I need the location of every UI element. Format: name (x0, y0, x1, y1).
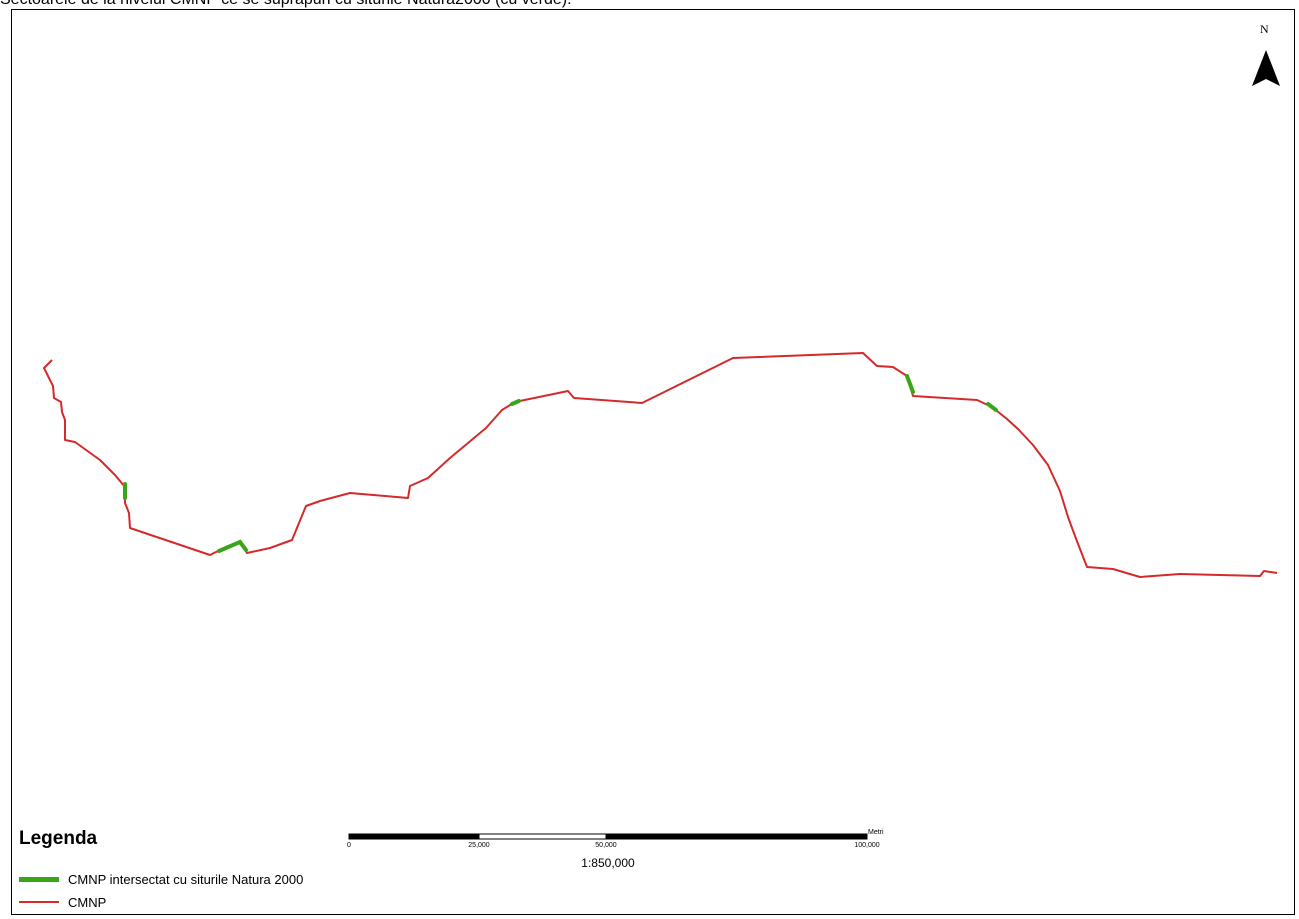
legend-item-cmnp: CMNP (19, 893, 106, 911)
natura-segment (217, 539, 248, 553)
scale-tick-label: 100,000 (854, 842, 880, 849)
legend-swatch-green (19, 876, 59, 882)
north-arrow-icon (1252, 50, 1280, 86)
scale-bar-seg-3 (605, 833, 868, 840)
natura-segment (905, 374, 915, 394)
scale-tick-label: 50,000 (595, 842, 617, 849)
legend-label: CMNP intersectat cu siturile Natura 2000 (68, 871, 304, 887)
cmnp-route (43, 352, 1278, 578)
natura-segment (986, 402, 998, 412)
scale-unit: Metri (868, 829, 884, 836)
north-letter: N (1260, 22, 1269, 36)
scale-bar-seg-1 (348, 833, 480, 840)
map-frame (11, 9, 1295, 915)
scale-bar (348, 833, 868, 840)
legend-item-natura: CMNP intersectat cu siturile Natura 2000 (19, 870, 303, 888)
legend-swatch-red (19, 901, 59, 903)
scale-ratio: 1:850,000 (581, 856, 635, 870)
natura-segment (510, 399, 521, 406)
scale-tick-label: 0 (347, 842, 351, 849)
legend-label: CMNP (68, 894, 107, 910)
scale-bar-seg-2 (478, 833, 607, 840)
natura-segments (123, 374, 998, 553)
legend-title: Legenda (19, 828, 98, 849)
scale-tick-label: 25,000 (468, 842, 490, 849)
map-caption: Sectoarele de la nivelul CMNP ce se supr… (0, 0, 572, 9)
